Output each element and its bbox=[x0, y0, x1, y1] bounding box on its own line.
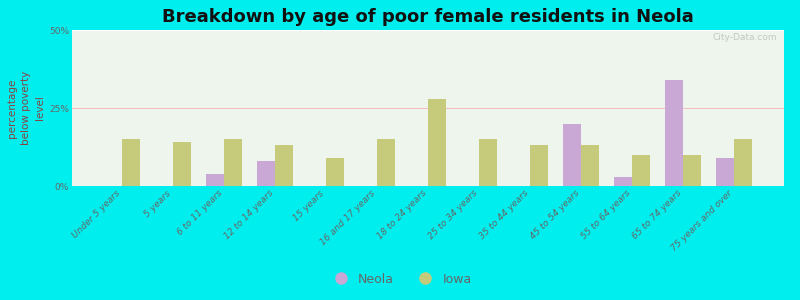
Bar bbox=[716, 158, 734, 186]
Bar bbox=[614, 177, 632, 186]
Y-axis label: percentage
below poverty
level: percentage below poverty level bbox=[7, 71, 45, 145]
Bar bbox=[479, 139, 497, 186]
Title: Breakdown by age of poor female residents in Neola: Breakdown by age of poor female resident… bbox=[162, 8, 694, 26]
Legend: Neola, Iowa: Neola, Iowa bbox=[323, 268, 477, 291]
Bar bbox=[206, 173, 224, 186]
Bar bbox=[275, 146, 293, 186]
Bar bbox=[173, 142, 191, 186]
Bar bbox=[632, 155, 650, 186]
Bar bbox=[428, 99, 446, 186]
Bar bbox=[326, 158, 344, 186]
Bar bbox=[122, 139, 140, 186]
Bar bbox=[665, 80, 683, 186]
Bar bbox=[683, 155, 701, 186]
Bar bbox=[258, 161, 275, 186]
Bar bbox=[563, 124, 581, 186]
Text: City-Data.com: City-Data.com bbox=[712, 33, 777, 42]
Bar bbox=[734, 139, 752, 186]
Bar bbox=[581, 146, 598, 186]
Bar bbox=[224, 139, 242, 186]
Bar bbox=[377, 139, 395, 186]
Bar bbox=[530, 146, 548, 186]
